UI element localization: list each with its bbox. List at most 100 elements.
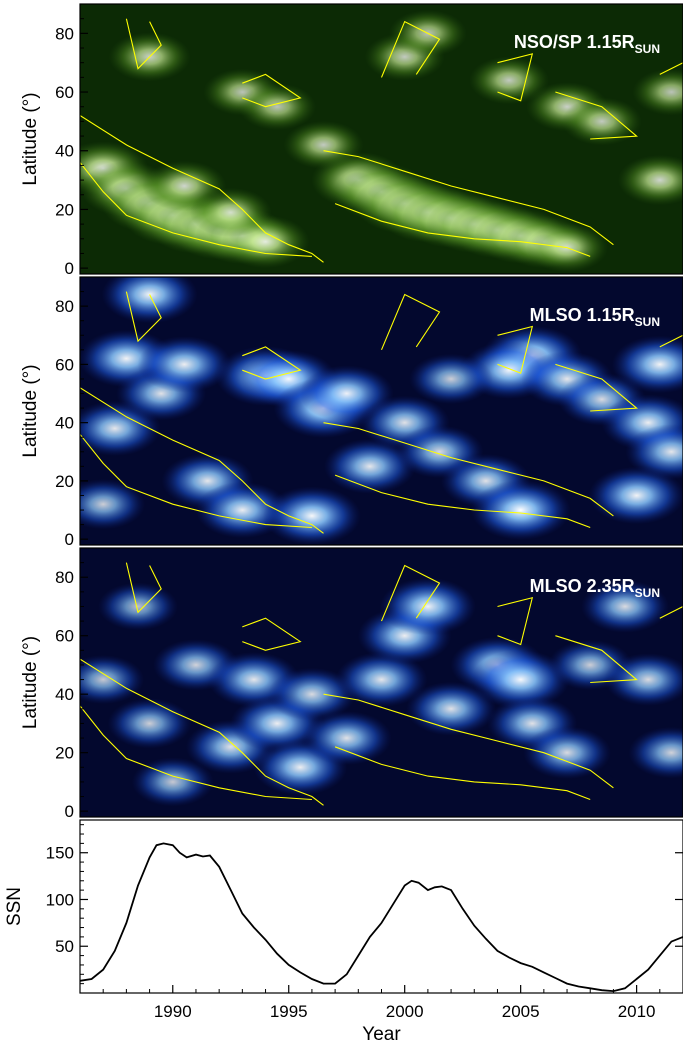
contour-line — [555, 635, 639, 684]
contour-line — [323, 422, 614, 517]
y-tick-label: 20 — [55, 200, 74, 219]
panel-title-nso-sp: NSO/SP 1.15RSUN — [514, 32, 660, 56]
contour-line — [659, 334, 683, 348]
contours-mlso-235 — [80, 562, 683, 806]
heatmap-blob — [107, 698, 192, 749]
heatmap-blob — [379, 577, 476, 636]
y-tick-label: 20 — [55, 744, 74, 763]
heatmap-blob — [588, 466, 683, 525]
panel-mlso-115: 0 20 40 60 80 MLSO 1.15RSUN Latitude (°) — [20, 276, 683, 549]
x-tick-label: 1990 — [154, 1002, 192, 1021]
panel-mlso-235: 0 20 40 60 80 MLSO 2.35RSUN Latitude (°) — [20, 547, 683, 821]
heatmap-blob — [632, 68, 683, 116]
heatmap-blob — [267, 667, 356, 721]
heatmap-blob — [561, 97, 642, 146]
panel-frame — [79, 547, 683, 818]
heatmap-blob — [80, 479, 146, 530]
heatmap-blob — [189, 187, 272, 237]
contour-line — [497, 325, 534, 374]
heatmap-blob — [283, 120, 364, 169]
contour-line — [125, 291, 162, 343]
x-tick-label: 2010 — [618, 1002, 656, 1021]
heatmap-blob — [409, 353, 494, 405]
contour-line — [334, 746, 591, 801]
contour-line — [80, 658, 324, 806]
y-tick-label: 80 — [55, 568, 74, 587]
x-tick-label: 1995 — [270, 1002, 308, 1021]
x-tick-label: 2005 — [502, 1002, 540, 1021]
y-axis-label: Latitude (°) — [20, 364, 41, 457]
y-tick-label: 80 — [55, 297, 74, 316]
contour-line — [80, 705, 312, 801]
contour-line — [555, 363, 639, 412]
heatmap-blob — [97, 582, 178, 631]
contour-line — [80, 162, 312, 257]
y-tick-label: 40 — [55, 142, 74, 161]
panel-ssn: 50 100 150 1990 1995 2000 2005 2010 SSN Year — [4, 819, 683, 1045]
y-tick-label: 0 — [65, 530, 74, 549]
y-ticks: 0 20 40 60 80 — [55, 547, 88, 821]
contour-line — [659, 62, 683, 75]
contour-line — [323, 150, 614, 246]
contour-line — [659, 606, 683, 619]
contour-line — [380, 564, 441, 622]
panel-frame — [79, 3, 683, 275]
panel-frame — [79, 819, 683, 994]
heatmap-nso-sp — [80, 4, 683, 274]
y-tick-label: 150 — [46, 844, 74, 863]
panel-nso-sp: 0 20 40 60 80 NSO/SP 1.15RSUN Latitude (°) — [20, 3, 683, 278]
y-tick-label: 60 — [55, 355, 74, 374]
y-tick-label: 60 — [55, 83, 74, 102]
contour-line — [242, 73, 302, 108]
contour-line — [125, 18, 162, 70]
heatmap-blob — [262, 486, 361, 545]
contour-line — [380, 20, 441, 78]
heatmap-blob — [101, 277, 198, 324]
ssn-series-line — [79, 842, 683, 993]
y-ticks: 0 20 40 60 80 — [55, 276, 88, 549]
y-tick-label: 20 — [55, 472, 74, 491]
y-tick-label: 100 — [46, 890, 74, 909]
contour-line — [80, 115, 324, 263]
contour-line — [334, 474, 591, 529]
heatmap-blob — [335, 651, 428, 708]
heatmap-blob — [80, 654, 145, 705]
contour-line — [80, 433, 312, 529]
heatmap-blob — [604, 653, 683, 706]
y-tick-label: 0 — [65, 802, 74, 821]
contours-mlso-115 — [80, 291, 683, 534]
y-tick-label: 80 — [55, 24, 74, 43]
heatmap-blob — [611, 335, 683, 394]
contour-line — [80, 387, 324, 534]
contours-nso-sp — [80, 18, 683, 263]
panel-title-mlso-235: MLSO 2.35RSUN — [530, 576, 660, 600]
heatmap-blob — [625, 424, 683, 480]
contour-line — [125, 562, 162, 614]
y-tick-label: 60 — [55, 627, 74, 646]
contour-line — [497, 596, 534, 646]
heatmap-blob — [581, 580, 670, 633]
y-tick-label: 40 — [55, 685, 74, 704]
contour-line — [323, 693, 614, 789]
heatmap-blob — [523, 726, 612, 780]
ssn-ticks: 50 100 150 1990 1995 2000 2005 2010 — [46, 824, 683, 1021]
heatmap-blob — [137, 336, 232, 393]
y-tick-label: 40 — [55, 414, 74, 433]
heatmap-blob — [617, 154, 683, 206]
heatmap-blob — [628, 726, 683, 779]
x-tick-label: 2000 — [386, 1002, 424, 1021]
panel-frame — [79, 276, 683, 546]
contour-line — [497, 53, 534, 102]
contour-line — [242, 346, 302, 380]
heatmap-blob — [238, 83, 317, 131]
y-axis-label: SSN — [4, 887, 25, 926]
y-tick-label: 0 — [65, 259, 74, 278]
contour-line — [555, 91, 639, 140]
y-ticks: 0 20 40 60 80 — [55, 3, 88, 278]
x-axis-label: Year — [362, 1024, 401, 1045]
y-axis-label: Latitude (°) — [20, 92, 41, 185]
heatmap-blob — [323, 438, 416, 494]
y-axis-label: Latitude (°) — [20, 636, 41, 729]
heatmap-blob — [301, 711, 392, 766]
